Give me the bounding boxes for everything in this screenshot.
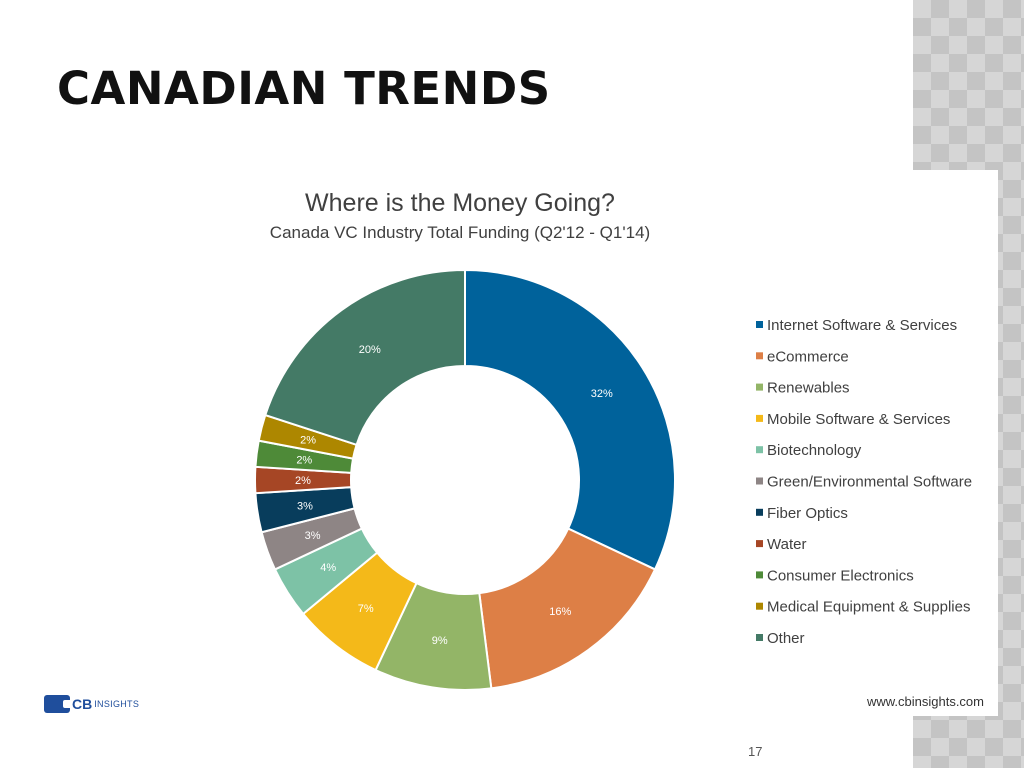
slice-label-mobile-software-services: 7%	[358, 603, 374, 615]
legend-label-mobile-software-services: Mobile Software & Services	[767, 411, 950, 428]
slice-ecommerce	[478, 527, 657, 690]
slice-label-renewables: 9%	[432, 635, 448, 647]
legend-label-biotechnology: Biotechnology	[767, 442, 862, 459]
slide-title: CANADIAN TRENDS	[57, 62, 551, 115]
page-number: 17	[748, 744, 763, 759]
legend-swatch-biotechnology	[756, 446, 763, 454]
logo-cb-text: CB	[72, 696, 93, 712]
legend-swatch-mobile-software-services	[756, 414, 763, 422]
slice-label-medical-equipment-supplies: 2%	[300, 435, 316, 447]
chart-subtitle: Canada VC Industry Total Funding (Q2'12 …	[270, 223, 650, 242]
legend-label-water: Water	[767, 536, 806, 553]
slice-label-water: 2%	[295, 475, 311, 487]
slices-group	[254, 268, 676, 691]
slice-label-biotechnology: 4%	[320, 562, 336, 574]
legend-label-green-environmental-software: Green/Environmental Software	[767, 474, 972, 491]
slice-label-internet-software-services: 32%	[591, 388, 613, 400]
legend-label-medical-equipment-supplies: Medical Equipment & Supplies	[767, 599, 970, 616]
legend-swatch-consumer-electronics	[756, 571, 763, 579]
legend-label-consumer-electronics: Consumer Electronics	[767, 567, 914, 584]
legend-label-other: Other	[767, 630, 805, 647]
legend-label-renewables: Renewables	[767, 380, 850, 397]
slice-label-ecommerce: 16%	[549, 606, 571, 618]
legend-swatch-other	[756, 634, 763, 641]
legend-label-internet-software-services: Internet Software & Services	[767, 317, 957, 334]
donut-chart: Where is the Money Going? Canada VC Indu…	[254, 189, 984, 709]
cb-insights-logo-icon	[44, 695, 72, 713]
legend-swatch-green-environmental-software	[756, 477, 763, 485]
slice-label-consumer-electronics: 2%	[296, 455, 312, 467]
chart-source: www.cbinsights.com	[866, 694, 984, 709]
legend-swatch-ecommerce	[756, 352, 763, 360]
slice-labels-group: 32% 16% 9% 7% 4% 3% 3% 2% 2% 2% 20%	[295, 344, 613, 647]
cb-insights-logo: CB INSIGHTS	[44, 695, 139, 713]
slice-internet-software-services	[464, 268, 676, 571]
chart-card: Where is the Money Going? Canada VC Indu…	[238, 170, 998, 716]
legend-swatch-renewables	[756, 383, 763, 391]
slice-label-fiber-optics: 3%	[297, 500, 313, 512]
legend: Internet Software & Services eCommerce Ren…	[756, 317, 972, 647]
legend-swatch-water	[756, 540, 763, 548]
slice-label-other: 20%	[359, 344, 381, 356]
chart-title: Where is the Money Going?	[305, 189, 615, 217]
legend-label-ecommerce: eCommerce	[767, 348, 849, 365]
logo-insights-text: INSIGHTS	[94, 699, 140, 709]
legend-swatch-fiber-optics	[756, 508, 763, 516]
legend-label-fiber-optics: Fiber Optics	[767, 505, 848, 522]
legend-swatch-internet-software-services	[756, 321, 763, 328]
slice-label-green-environmental-software: 3%	[305, 530, 321, 542]
legend-swatch-medical-equipment-supplies	[756, 602, 763, 610]
slice-other	[264, 268, 466, 447]
